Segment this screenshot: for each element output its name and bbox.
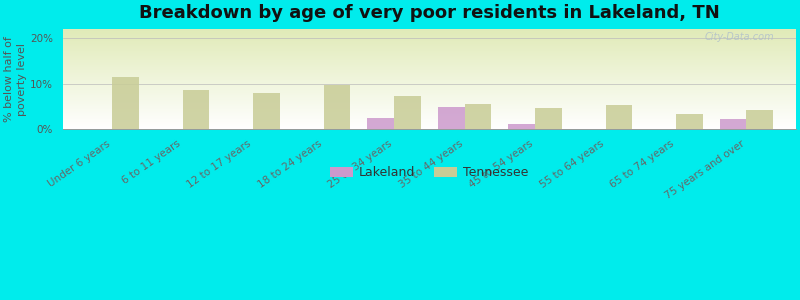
Text: City-Data.com: City-Data.com — [704, 32, 774, 42]
Bar — [465, 104, 491, 129]
Bar — [253, 93, 280, 129]
Bar — [394, 96, 421, 129]
Bar — [438, 107, 465, 129]
Bar — [720, 119, 746, 129]
Bar — [535, 109, 562, 129]
Title: Breakdown by age of very poor residents in Lakeland, TN: Breakdown by age of very poor residents … — [139, 4, 720, 22]
Bar — [182, 90, 210, 129]
Bar — [746, 110, 774, 129]
Y-axis label: % below half of
poverty level: % below half of poverty level — [4, 36, 27, 122]
Bar — [606, 105, 632, 129]
Bar — [508, 124, 535, 129]
Bar — [367, 118, 394, 129]
Bar — [676, 114, 703, 129]
Bar — [324, 85, 350, 129]
Legend: Lakeland, Tennessee: Lakeland, Tennessee — [326, 161, 534, 184]
Bar — [112, 77, 139, 129]
